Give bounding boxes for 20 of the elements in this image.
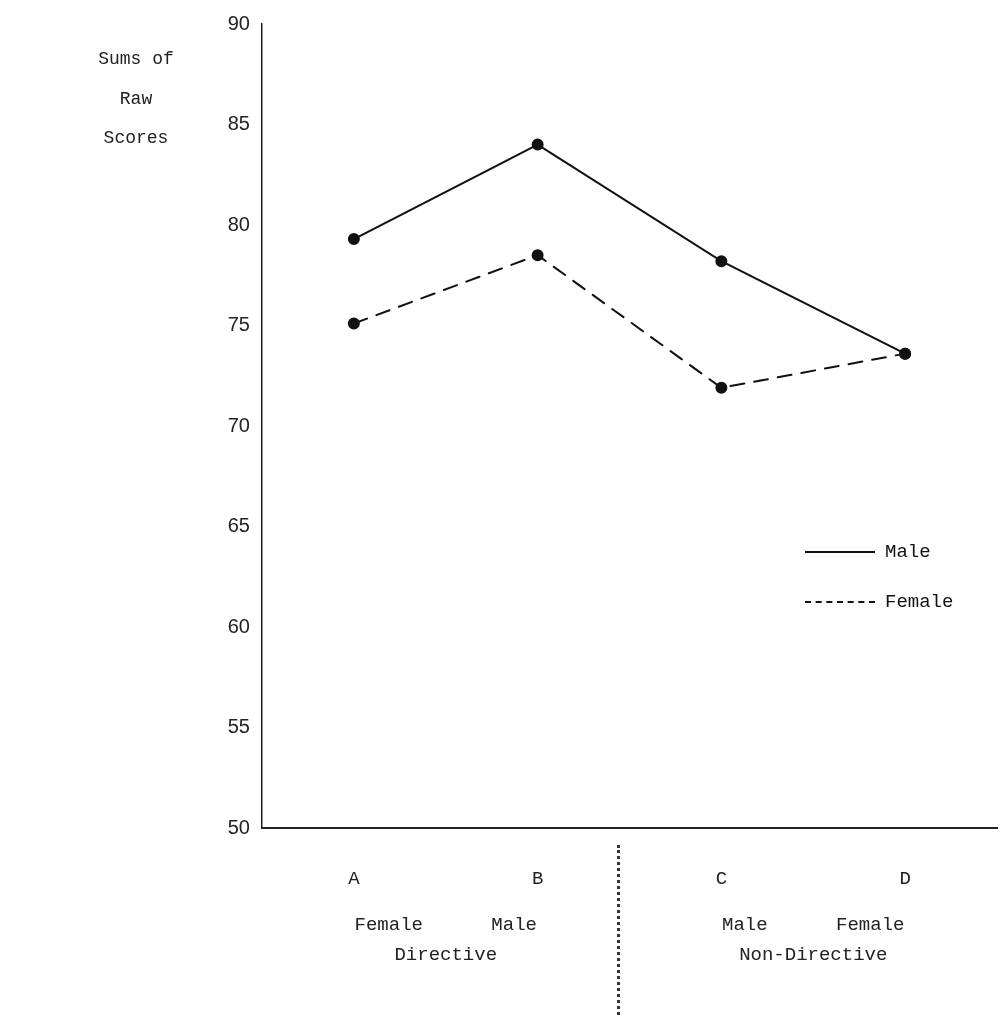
x-tick-label: C <box>715 868 728 891</box>
text: Non-Directive <box>739 944 888 967</box>
y-tick-label: 50 <box>227 815 250 838</box>
y-tick-label: 55 <box>227 715 250 738</box>
y-tick-label: 80 <box>227 212 250 235</box>
x-tick-label: B <box>531 868 544 891</box>
x-tick-label: D <box>899 868 911 891</box>
y-tick-label: 60 <box>227 614 250 637</box>
y-tick-label: 75 <box>227 313 250 336</box>
y-tick-label: 65 <box>227 514 250 537</box>
y-axis-title: Sums of Raw Scores <box>97 48 175 151</box>
y-tick-label: 85 <box>227 112 250 135</box>
text: Directive <box>394 944 498 967</box>
text: Female Male <box>354 914 537 937</box>
legend-label: Female <box>885 591 954 613</box>
y-tick-label: 70 <box>227 413 250 436</box>
text: Male Female <box>722 914 905 937</box>
legend-label: Male <box>885 541 931 563</box>
y-tick-label: 90 <box>227 11 250 34</box>
x-tick-label: A <box>348 868 361 891</box>
